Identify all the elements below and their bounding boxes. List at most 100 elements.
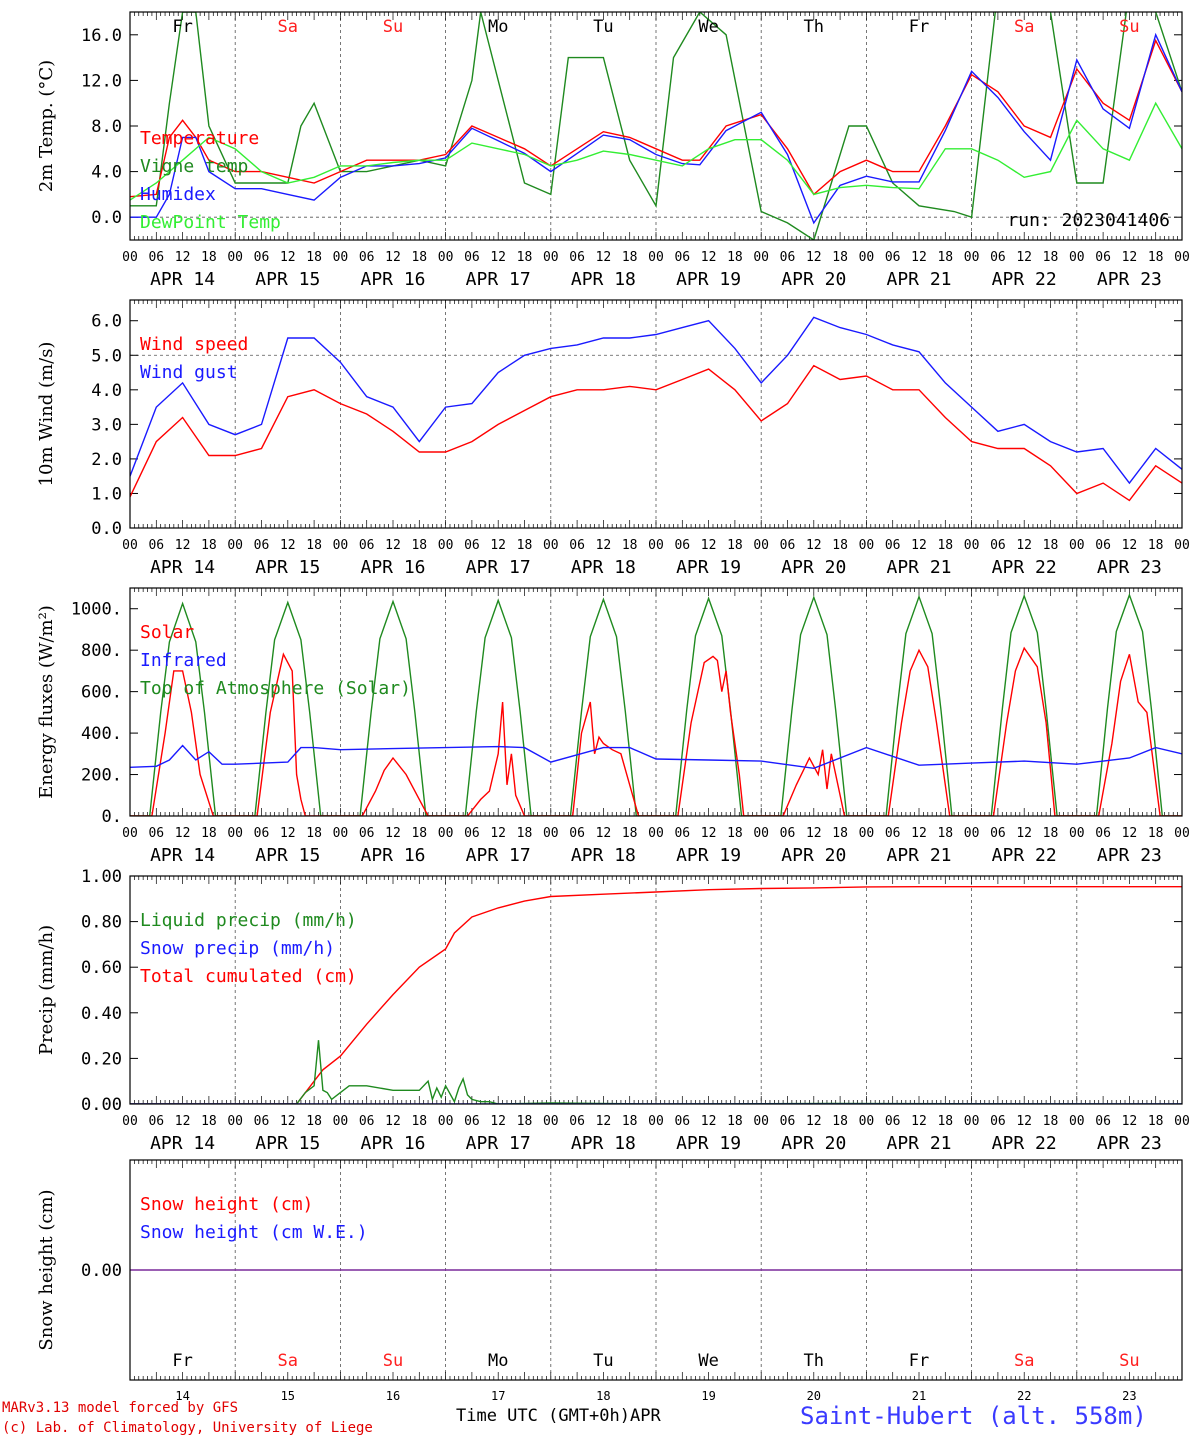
x-hour-label: 00	[122, 538, 138, 553]
x-hour-label: 12	[596, 826, 612, 841]
weekday-label: Fr	[172, 1351, 192, 1371]
weekday-label: Th	[804, 17, 824, 37]
x-hour-label: 06	[674, 538, 690, 553]
x-hour-label: 06	[780, 538, 796, 553]
x-hour-label: 00	[1174, 538, 1190, 553]
x-hour-label: 18	[622, 1114, 638, 1129]
x-hour-label: 18	[1148, 250, 1164, 265]
x-day-label: APR 15	[255, 845, 320, 866]
x-hour-label: 18	[306, 1114, 322, 1129]
x-hour-label: 00	[753, 250, 769, 265]
weekday-label: Sa	[278, 17, 298, 37]
x-hour-label: 12	[596, 250, 612, 265]
y-tick-label: 3.0	[91, 415, 122, 435]
x-hour-label: 12	[596, 1114, 612, 1129]
y-tick-label: 0.00	[81, 1261, 122, 1281]
y-tick-label: 8.0	[91, 117, 122, 137]
x-hour-label: 12	[385, 250, 401, 265]
x-hour-label: 00	[438, 538, 454, 553]
x-hour-label: 00	[333, 1114, 349, 1129]
x-hour-label: 18	[1148, 538, 1164, 553]
x-hour-label: 12	[806, 538, 822, 553]
x-hour-label: 12	[911, 538, 927, 553]
x-hour-label: 00	[859, 250, 875, 265]
x-hour-label: 12	[490, 826, 506, 841]
x-hour-label: 00	[227, 826, 243, 841]
y-tick-label: 2.0	[91, 450, 122, 470]
x-hour-label: 00	[753, 826, 769, 841]
x-hour-label: 06	[990, 250, 1006, 265]
x-hour-label: 00	[333, 250, 349, 265]
x-hour-label: 12	[701, 250, 717, 265]
x-day-label: APR 18	[571, 557, 636, 578]
x-hour-label: 12	[385, 538, 401, 553]
x-day-label: APR 20	[781, 1133, 846, 1154]
legend-entry: Infrared	[140, 650, 227, 671]
panel-3: 0. 200. 400. 600. 800. 1000. Energy fluxes (W/…	[36, 587, 1190, 866]
legend-entry: Snow precip (mm/h)	[140, 938, 335, 959]
weekday-label: Fr	[909, 17, 929, 37]
x-day-label: APR 20	[781, 845, 846, 866]
x-hour-label: 18	[622, 538, 638, 553]
x-hour-label: 00	[122, 826, 138, 841]
x-day-label: APR 19	[676, 557, 741, 578]
y-tick-label: 0.40	[81, 1004, 122, 1024]
x-hour-label: 00	[122, 1114, 138, 1129]
x-day-label: APR 19	[676, 269, 741, 290]
x-hour-label: 00	[648, 538, 664, 553]
legend-entry: Snow height (cm W.E.)	[140, 1222, 368, 1243]
x-hour-label: 06	[674, 826, 690, 841]
x-hour-label: 00	[1069, 250, 1085, 265]
x-hour-label: 06	[780, 1114, 796, 1129]
x-hour-label: 18	[517, 826, 533, 841]
x-hour-label: 00	[964, 826, 980, 841]
y-tick-label: 800.	[81, 641, 122, 661]
x-day-label: APR 22	[992, 557, 1057, 578]
y-tick-label: 4.0	[91, 163, 122, 183]
x-hour-label: 00	[964, 250, 980, 265]
x-day-label: APR 17	[466, 1133, 531, 1154]
x-hour-label: 06	[254, 250, 270, 265]
x-day-label: APR 23	[1097, 269, 1162, 290]
x-hour-label: 12	[806, 250, 822, 265]
time-axis-text: Time UTC (GMT+0h)	[456, 1406, 630, 1426]
y-axis-label: Snow height (cm)	[36, 1189, 57, 1350]
x-day-label: APR 19	[676, 845, 741, 866]
x-hour-label: 06	[148, 538, 164, 553]
day-number: 20	[807, 1389, 821, 1403]
y-axis-label: 2m Temp. (°C)	[36, 60, 57, 192]
x-hour-label: 06	[148, 826, 164, 841]
x-hour-label: 18	[727, 1114, 743, 1129]
x-hour-label: 12	[701, 826, 717, 841]
x-hour-label: 18	[201, 1114, 217, 1129]
x-day-label: APR 17	[466, 845, 531, 866]
weekday-label: Tu	[593, 17, 613, 37]
x-hour-label: 12	[175, 250, 191, 265]
y-tick-label: 0.60	[81, 958, 122, 978]
weekday-label: We	[698, 17, 718, 37]
series-temperature	[130, 38, 1182, 198]
legend-entry: Humidex	[140, 184, 216, 205]
x-hour-label: 12	[911, 826, 927, 841]
x-day-label: APR 15	[255, 1133, 320, 1154]
plot-frame	[129, 875, 1183, 1105]
x-hour-label: 00	[122, 250, 138, 265]
day-number: 21	[912, 1389, 926, 1403]
legend-entry: Wind speed	[140, 334, 248, 355]
x-hour-label: 12	[490, 538, 506, 553]
weekday-label: Sa	[278, 1351, 298, 1371]
legend-entry: Temperature	[140, 128, 259, 149]
x-hour-label: 06	[1095, 538, 1111, 553]
day-number: 19	[701, 1389, 715, 1403]
x-day-label: APR 21	[886, 1133, 951, 1154]
x-hour-label: 18	[622, 250, 638, 265]
x-hour-label: 12	[385, 1114, 401, 1129]
x-hour-label: 00	[1069, 1114, 1085, 1129]
legend-entry: Vigne temp	[140, 156, 248, 177]
x-hour-label: 00	[543, 538, 559, 553]
x-hour-label: 06	[148, 1114, 164, 1129]
panel-5: 0.00 Snow height (cm) Snow height (cm) Snow…	[36, 1159, 1183, 1403]
day-number: 18	[596, 1389, 610, 1403]
day-number: 23	[1122, 1389, 1136, 1403]
x-hour-label: 12	[1122, 826, 1138, 841]
